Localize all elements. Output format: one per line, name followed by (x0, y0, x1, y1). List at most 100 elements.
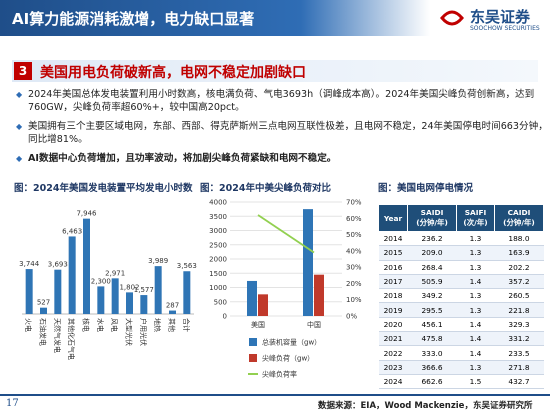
data-label: 7,946 (76, 210, 97, 218)
bar (25, 269, 33, 314)
chart-title: 图：2024年美国发电装置平均发电小时数 (14, 183, 193, 194)
bullet: 2024年美国总体发电装置利用小时数高，核电满负荷、气电3693h（调峰成本高）… (16, 88, 550, 114)
table-cell: 475.8 (407, 331, 457, 347)
y-tick-label: 4000 (209, 199, 227, 207)
legend-label: 总装机容量（gw） (262, 338, 321, 347)
x-tick-label: 中国 (307, 320, 321, 329)
table-cell: 505.9 (407, 274, 457, 290)
table-cell: 1.4 (456, 331, 495, 347)
table-cell: 2021 (378, 331, 408, 347)
x-tick-label: 天然气发电 (53, 318, 62, 353)
legend-label: 尖峰负荷（gw） (262, 354, 314, 363)
logo-text: 东吴证券 (470, 8, 531, 26)
table-cell: 260.5 (494, 288, 544, 304)
table-cell: 2020 (378, 317, 408, 333)
table: Year SAIDI (分钟/年) SAIFI (次/年) CAIDI (分钟/年) 2… (377, 204, 545, 390)
chart: 3,744 火电 527 石油发电 3,693 天然气发电 6,463 其他化石气电 7,946… (19, 210, 197, 360)
table-cell: 233.5 (494, 345, 544, 361)
x-tick-label: 户用光伏 (139, 318, 148, 346)
y-tick-label: 0 (223, 313, 227, 321)
table-cell: 295.5 (407, 302, 457, 318)
legend-swatch (249, 338, 257, 346)
column-header: Year (377, 204, 409, 232)
table-cell: 432.7 (494, 374, 544, 390)
table-cell: 349.2 (407, 288, 457, 304)
table-cell: 2014 (378, 231, 408, 247)
table-cell: 271.8 (494, 360, 544, 375)
data-label: 3,989 (148, 257, 168, 265)
table-cell: 2019 (378, 302, 408, 318)
table-cell: 456.1 (407, 317, 457, 333)
x-tick-label: 地热 (153, 318, 162, 332)
y-tick-label: 3000 (209, 227, 227, 235)
bar (68, 236, 76, 314)
data-label: 287 (166, 302, 179, 310)
table-row: 2015 209.0 1.3 163.9 (378, 245, 544, 261)
table-cell: 329.3 (494, 317, 544, 333)
table-cell: 331.2 (494, 331, 544, 347)
table-cell: 268.4 (407, 260, 457, 275)
table-cell: 662.6 (407, 374, 457, 390)
data-label: 3,693 (48, 261, 68, 269)
section-number: 3 (14, 62, 32, 80)
x-tick-label: 其他 (168, 318, 177, 332)
y2-tick-label: 40% (346, 247, 362, 255)
line-series (257, 214, 315, 254)
bar (40, 307, 47, 314)
bar (111, 278, 119, 314)
table-cell: 221.8 (494, 302, 544, 318)
bar (169, 310, 176, 314)
x-tick-label: 合计 (182, 318, 191, 332)
column-header: CAIDI (分钟/年) (493, 204, 545, 232)
column-header: SAIFI (次/年) (456, 204, 495, 232)
bar (83, 218, 90, 314)
legend-label: 尖峰负荷率 (262, 370, 297, 379)
y-tick-label: 500 (214, 298, 227, 306)
table-cell: 2023 (378, 360, 408, 375)
data-label: 2,300 (91, 277, 111, 285)
table-row: 2022 333.0 1.4 233.5 (378, 345, 544, 361)
x-tick-label: 水电 (96, 318, 105, 332)
table-cell: 236.2 (407, 231, 457, 247)
x-tick-label: 美国 (251, 320, 265, 329)
y-tick-label: 1500 (209, 270, 227, 278)
header-bar: AI算力能源消耗激增，电力缺口显著 (0, 0, 430, 36)
bar (126, 292, 133, 314)
y2-tick-label: 0% (346, 313, 357, 321)
table-cell: 2024 (378, 374, 408, 390)
source: 数据来源：EIA，Wood Mackenzie，东吴证券研究所 (318, 401, 533, 411)
table-cell: 1.5 (456, 374, 495, 390)
bar (183, 271, 191, 314)
table-cell: 2018 (378, 288, 408, 304)
table-cell: 1.4 (456, 317, 495, 333)
y2-tick-label: 20% (346, 280, 362, 288)
y2-tick-label: 70% (346, 199, 362, 207)
table-cell: 357.2 (494, 274, 544, 290)
table-cell: 2022 (378, 345, 408, 361)
table-cell: 1.3 (456, 302, 495, 318)
table-row: 2020 456.1 1.4 329.3 (378, 317, 544, 333)
x-tick-label: 火电 (24, 318, 33, 332)
table-title: 图：美国电网停电情况 (378, 183, 474, 194)
table-cell: 366.6 (407, 360, 457, 375)
table-cell: 1.4 (456, 345, 495, 361)
table-cell: 1.4 (456, 274, 495, 290)
table-row: 2021 475.8 1.4 331.2 (378, 331, 544, 347)
table-cell: 163.9 (494, 245, 544, 261)
table-row: 2019 295.5 1.3 221.8 (378, 302, 544, 318)
footer-line (0, 394, 550, 396)
x-tick-label: 大型光伏 (125, 318, 134, 346)
section-title: 美国用电负荷破新高，电网不稳定加剧缺口 (40, 65, 306, 81)
chart: 0 500 1000 1500 2000 2500 3000 3500 4000 0% 10% 20%… (209, 199, 362, 379)
table-row: 2017 505.9 1.4 357.2 (378, 274, 544, 290)
section-bar (12, 60, 538, 82)
bar (314, 274, 324, 316)
y2-tick-label: 10% (346, 296, 362, 304)
bar (154, 266, 162, 314)
y-tick-label: 3500 (209, 213, 227, 221)
data-label: 3,744 (19, 260, 40, 268)
bar (140, 295, 148, 314)
table-cell: 202.2 (494, 260, 544, 275)
column-header: SAIDI (分钟/年) (407, 204, 458, 232)
